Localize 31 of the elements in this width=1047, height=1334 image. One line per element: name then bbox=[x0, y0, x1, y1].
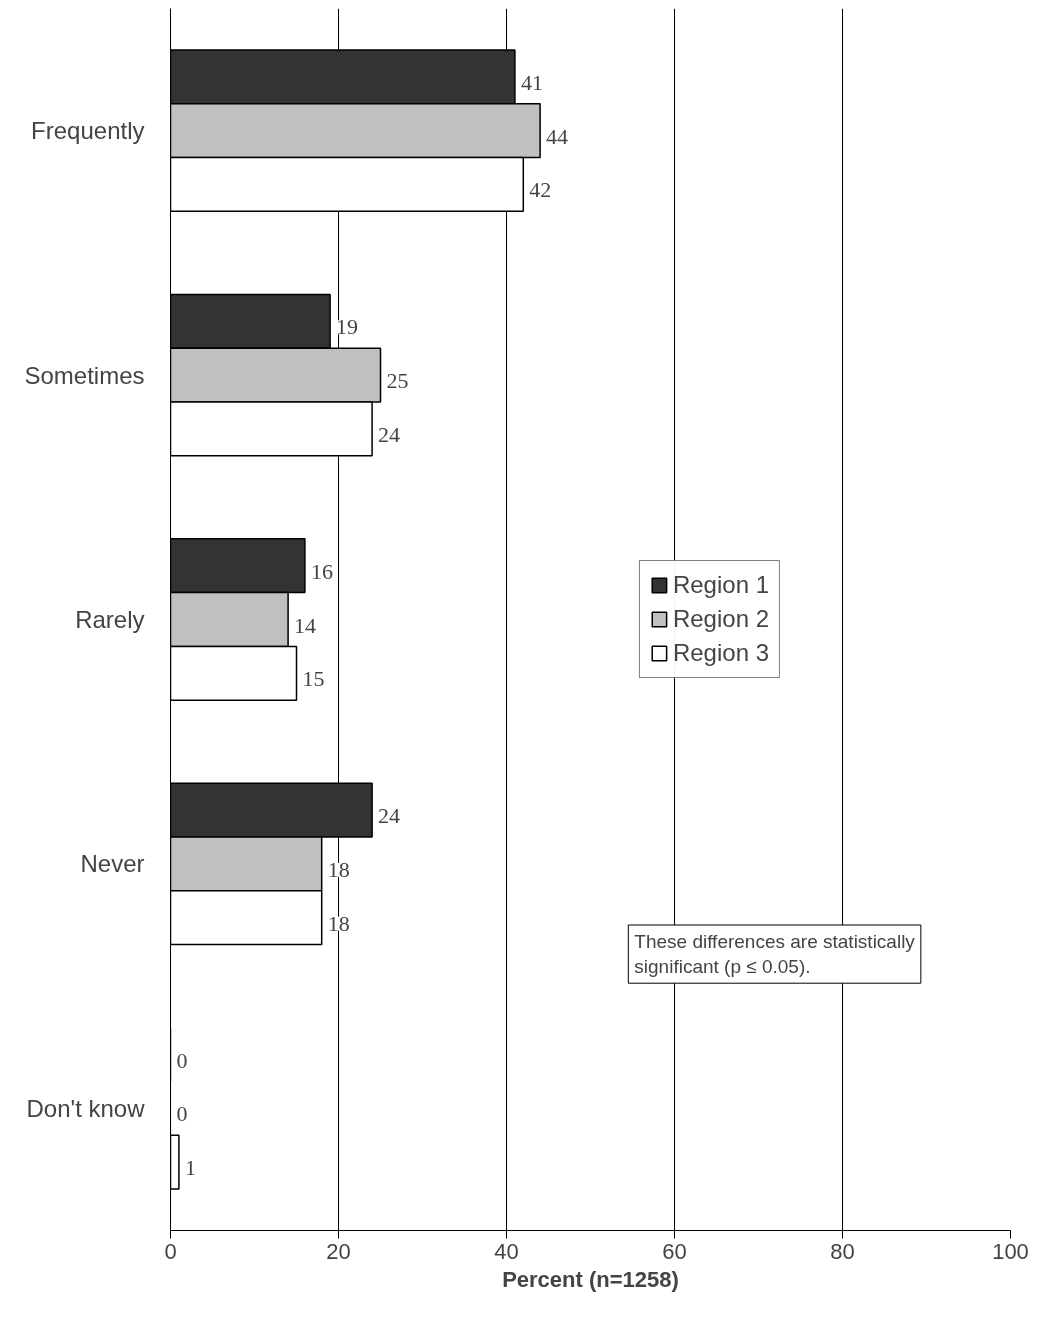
data-label: 0 bbox=[176, 1101, 188, 1127]
legend-label: Region 1 bbox=[672, 571, 769, 599]
data-label: 25 bbox=[386, 368, 409, 394]
x-tick-label: 60 bbox=[662, 1238, 687, 1264]
x-tick-label: 80 bbox=[830, 1238, 855, 1264]
data-label: 0 bbox=[176, 1047, 188, 1073]
y-tick-label: Never bbox=[80, 850, 145, 878]
data-label: 18 bbox=[327, 856, 350, 882]
annotation: These differences are statistically significant (p ≤ 0.05). bbox=[634, 931, 916, 978]
data-label: 16 bbox=[310, 558, 333, 584]
legend-label: Region 2 bbox=[672, 605, 769, 633]
y-tick-label: Rarely bbox=[75, 606, 145, 633]
x-tick-label: 40 bbox=[494, 1238, 519, 1264]
legend-label: Region 3 bbox=[672, 639, 769, 667]
data-label: 44 bbox=[546, 123, 569, 149]
x-tick-label: 100 bbox=[992, 1238, 1029, 1264]
data-label: 18 bbox=[327, 910, 350, 936]
data-label: 24 bbox=[378, 421, 401, 447]
y-tick-label: Frequently bbox=[31, 117, 145, 145]
data-label: 42 bbox=[529, 177, 552, 203]
data-label: 19 bbox=[336, 314, 359, 340]
y-tick-label: Sometimes bbox=[24, 361, 145, 389]
data-label: 14 bbox=[294, 612, 317, 638]
x-axis-title: Percent (n=1258) bbox=[502, 1266, 679, 1292]
y-tick-label: Don't know bbox=[26, 1094, 146, 1122]
x-tick-label: 0 bbox=[164, 1238, 177, 1264]
x-tick-label: 20 bbox=[326, 1238, 351, 1264]
data-label: 24 bbox=[378, 803, 401, 829]
data-label: 1 bbox=[184, 1155, 196, 1181]
data-label: 15 bbox=[302, 666, 325, 692]
data-label: 41 bbox=[520, 69, 543, 95]
